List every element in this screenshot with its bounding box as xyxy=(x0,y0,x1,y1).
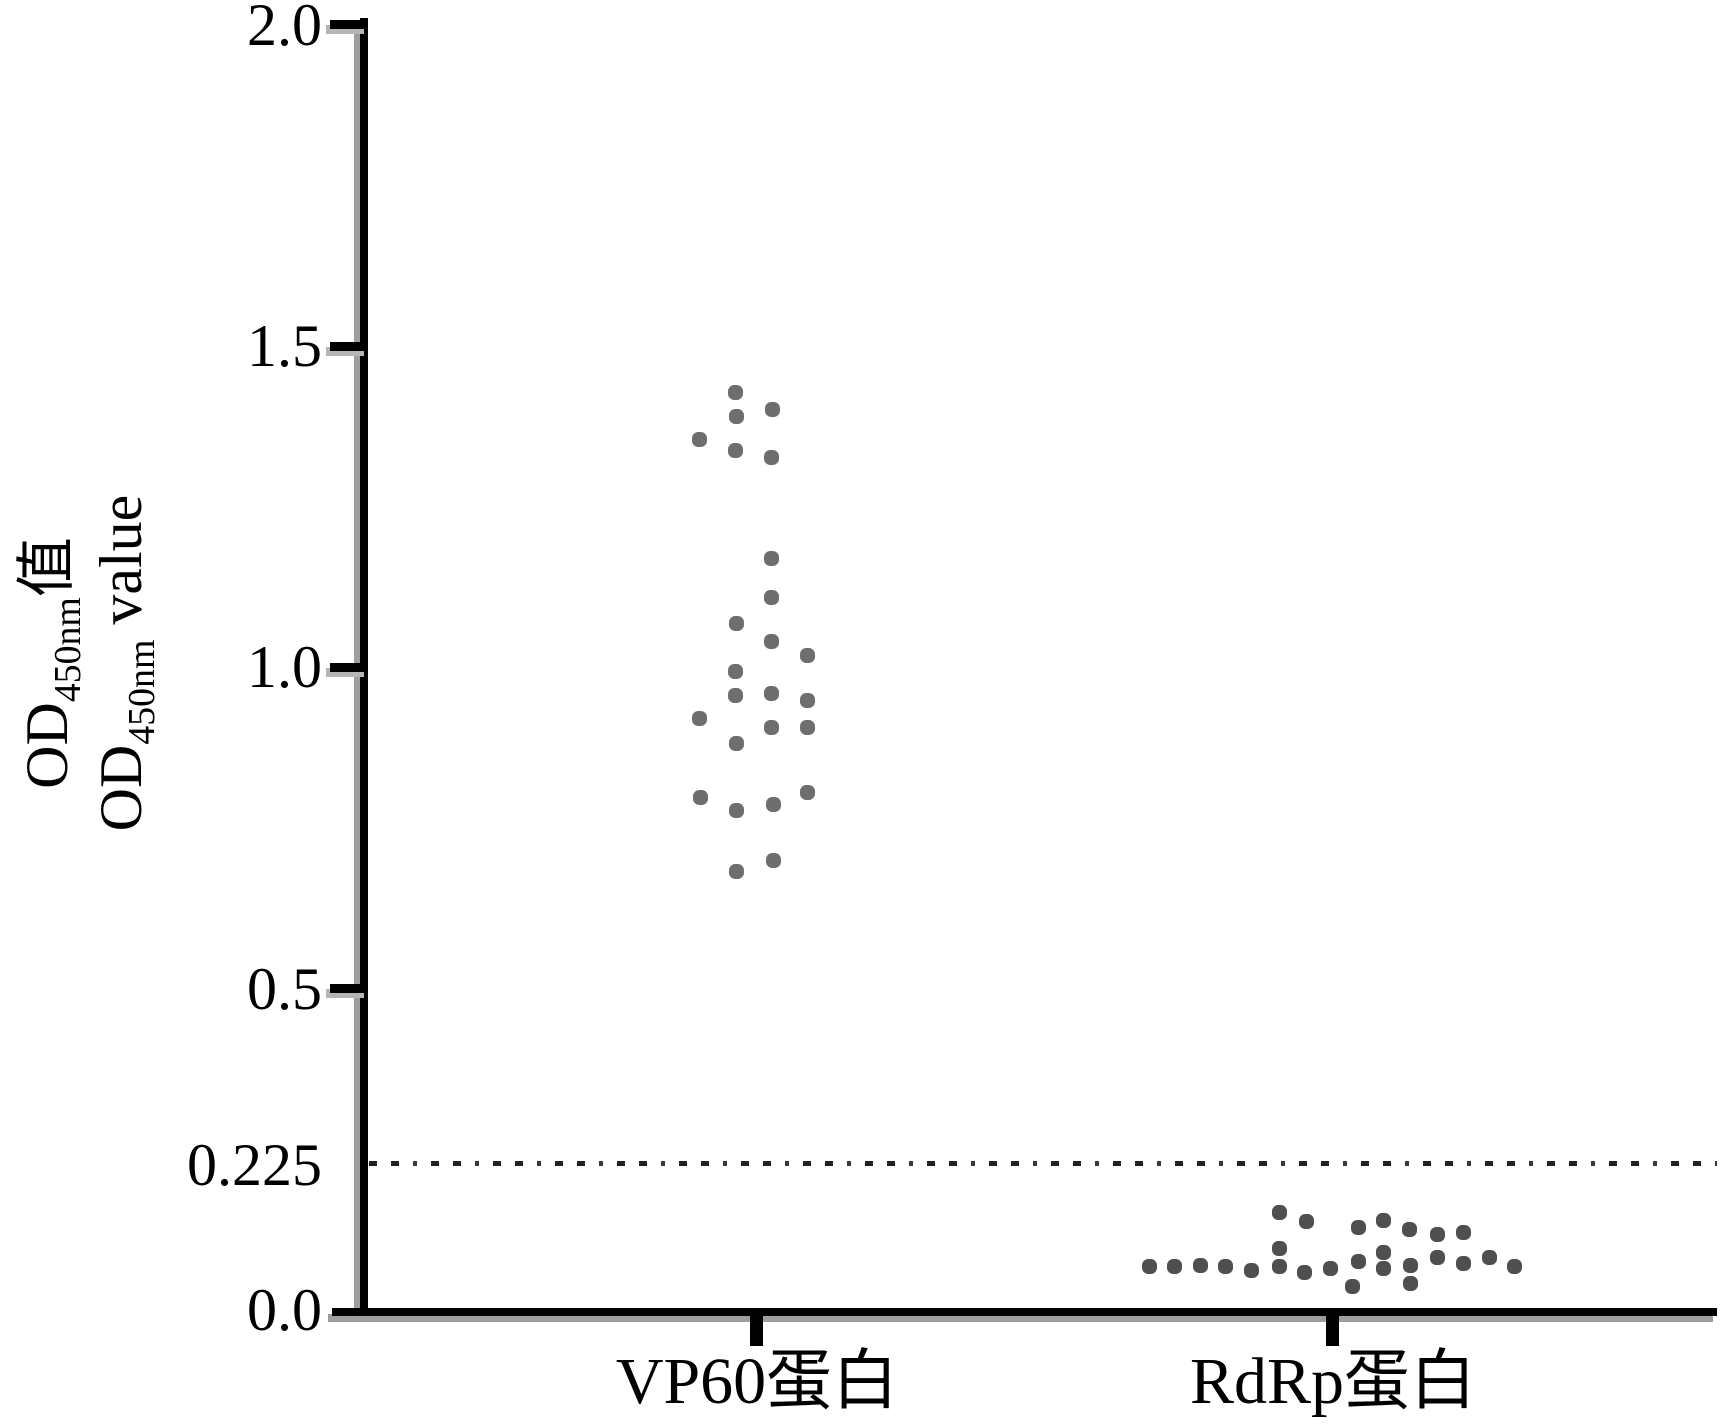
data-point xyxy=(727,384,743,400)
data-point xyxy=(799,720,815,736)
data-point xyxy=(1455,1225,1471,1241)
data-point xyxy=(765,852,781,868)
category-label-vp60: VP60蛋白 xyxy=(615,1345,899,1418)
data-point xyxy=(1322,1260,1338,1276)
x-axis-line xyxy=(332,1308,1717,1316)
data-point xyxy=(1271,1205,1287,1221)
y-tick-label-0.0: 0.0 xyxy=(247,1277,322,1343)
data-point xyxy=(1429,1250,1445,1266)
data-point xyxy=(728,735,744,751)
data-point xyxy=(1192,1257,1208,1273)
data-point xyxy=(728,615,744,631)
data-point xyxy=(691,710,707,726)
data-point xyxy=(691,432,707,448)
data-point xyxy=(1375,1260,1391,1276)
data-point xyxy=(1243,1263,1259,1279)
data-point xyxy=(763,450,779,466)
data-point xyxy=(728,864,744,880)
y-tick-label-0.5: 0.5 xyxy=(247,955,322,1022)
x-tick-vp60 xyxy=(750,1310,763,1346)
data-point xyxy=(728,802,744,818)
y-tick-label-1.0: 1.0 xyxy=(247,634,322,701)
data-point xyxy=(1271,1240,1287,1256)
y-tick-2.0 xyxy=(330,20,368,30)
data-point xyxy=(763,550,779,566)
data-point xyxy=(799,647,815,663)
data-point xyxy=(1350,1219,1366,1235)
data-point xyxy=(1298,1214,1314,1230)
data-point xyxy=(799,692,815,708)
y-tick-label-0.225: 0.225 xyxy=(187,1132,322,1199)
data-point xyxy=(763,685,779,701)
data-point xyxy=(764,401,780,417)
data-point xyxy=(692,789,708,805)
threshold-cutoff-line xyxy=(369,1161,1717,1166)
data-point xyxy=(765,797,781,813)
data-point xyxy=(1402,1257,1418,1273)
data-point xyxy=(763,634,779,650)
data-point xyxy=(1166,1259,1182,1275)
data-point xyxy=(727,443,743,459)
data-point xyxy=(799,785,815,801)
data-point xyxy=(1455,1255,1471,1271)
data-point xyxy=(1506,1258,1522,1274)
data-point xyxy=(1141,1258,1157,1274)
data-point xyxy=(1350,1254,1366,1270)
data-point xyxy=(763,720,779,736)
y-tick-label-1.5: 1.5 xyxy=(247,313,322,380)
y-tick-label-2.0: 2.0 xyxy=(247,0,322,58)
data-point xyxy=(1375,1212,1391,1228)
data-point xyxy=(1375,1245,1391,1261)
data-point xyxy=(1401,1221,1417,1237)
y-tick-0.5 xyxy=(330,984,368,994)
data-point xyxy=(727,663,743,679)
data-point xyxy=(1271,1259,1287,1275)
y-tick-1.0 xyxy=(330,662,368,672)
x-tick-rdrp xyxy=(1326,1310,1339,1346)
data-point xyxy=(763,590,779,606)
data-point xyxy=(1217,1258,1233,1274)
data-point xyxy=(1296,1264,1312,1280)
data-point xyxy=(1429,1227,1445,1243)
data-point xyxy=(1402,1275,1418,1291)
category-label-rdrp: RdRp蛋白 xyxy=(1189,1345,1477,1418)
data-point xyxy=(727,687,743,703)
data-point xyxy=(728,409,744,425)
y-tick-1.5 xyxy=(330,341,368,351)
data-point xyxy=(1344,1279,1360,1295)
data-point xyxy=(1481,1250,1497,1266)
